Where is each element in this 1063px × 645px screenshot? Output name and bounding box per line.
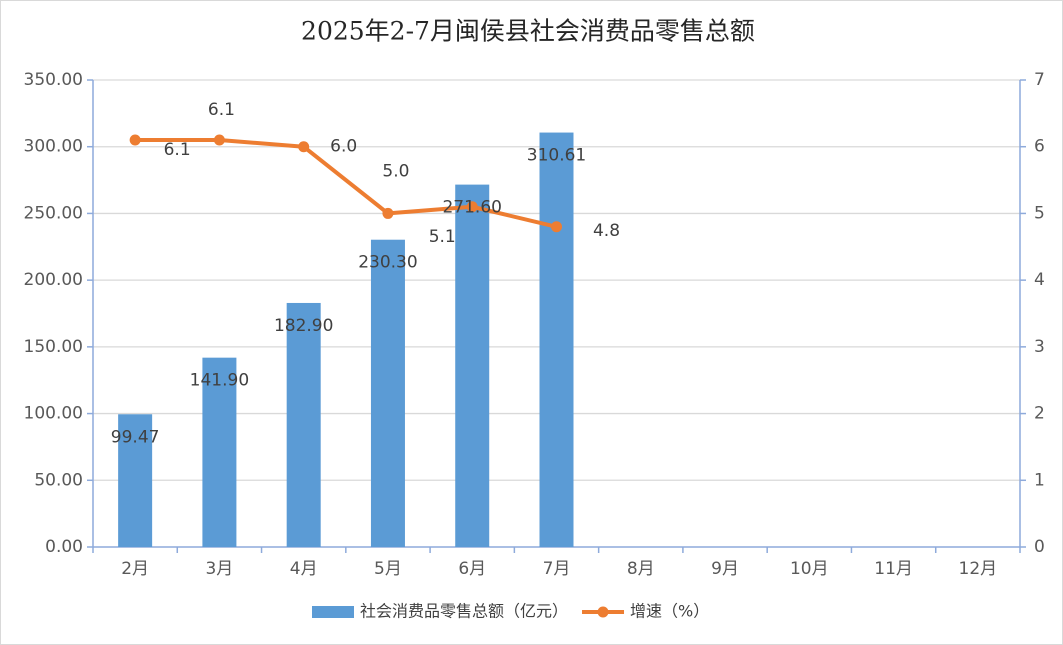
line-label: 4.8 [593, 221, 620, 241]
y2-tick-label: 0 [1034, 537, 1045, 557]
line-marker [551, 221, 562, 233]
x-tick-label: 12月 [959, 559, 998, 579]
bar-label: 310.61 [527, 146, 586, 166]
y2-tick-label: 7 [1034, 70, 1045, 90]
bar [118, 414, 153, 547]
y2-tick-label: 2 [1034, 404, 1045, 424]
bar [286, 302, 321, 547]
chart-title: 2025年2-7月闽侯县社会消费品零售总额 [301, 17, 755, 46]
y2-tick-label: 4 [1034, 270, 1045, 290]
legend-label: 社会消费品零售总额（亿元） [360, 602, 568, 621]
bar-label: 141.90 [190, 371, 249, 391]
bar [370, 239, 405, 548]
y-tick-label: 0.00 [45, 537, 83, 557]
y-tick-label: 150.00 [24, 337, 83, 357]
bar-label: 182.90 [274, 316, 333, 336]
y2-tick-label: 3 [1034, 337, 1045, 357]
y2-tick-label: 6 [1034, 137, 1045, 157]
line-marker [298, 141, 310, 153]
x-tick-label: 10月 [790, 559, 829, 579]
legend-swatch [597, 606, 609, 618]
y-tick-label: 50.00 [34, 470, 83, 490]
y-tick-label: 250.00 [24, 203, 83, 223]
y-tick-label: 350.00 [24, 70, 83, 90]
x-tick-label: 2月 [121, 559, 149, 579]
line-marker [382, 207, 394, 219]
y2-tick-label: 5 [1034, 203, 1045, 223]
x-tick-label: 7月 [543, 559, 571, 579]
line-marker [129, 134, 141, 146]
bar [455, 184, 490, 547]
x-tick-label: 9月 [711, 559, 739, 579]
bar-label: 271.60 [442, 198, 501, 218]
line-label: 5.1 [429, 227, 456, 247]
bar-label: 99.47 [111, 427, 160, 447]
line-label: 5.0 [382, 161, 409, 181]
y-tick-label: 200.00 [24, 270, 83, 290]
line-label: 6.0 [330, 137, 357, 157]
x-tick-label: 6月 [458, 559, 486, 579]
x-tick-label: 4月 [290, 559, 318, 579]
x-tick-label: 3月 [205, 559, 233, 579]
line-marker [466, 201, 478, 213]
bar [202, 357, 237, 547]
y-tick-label: 100.00 [24, 404, 83, 424]
x-tick-label: 11月 [874, 559, 913, 579]
line-label: 6.1 [208, 100, 235, 120]
y-tick-label: 300.00 [24, 137, 83, 157]
x-tick-label: 5月 [374, 559, 402, 579]
bar-label: 230.30 [358, 253, 417, 273]
legend-label: 增速（%） [630, 602, 709, 621]
bar [539, 132, 574, 548]
x-tick-label: 8月 [627, 559, 655, 579]
line-label: 6.1 [164, 140, 191, 160]
y2-tick-label: 1 [1034, 470, 1045, 490]
legend-swatch [312, 606, 354, 618]
line-marker [213, 134, 225, 146]
line [135, 138, 557, 229]
